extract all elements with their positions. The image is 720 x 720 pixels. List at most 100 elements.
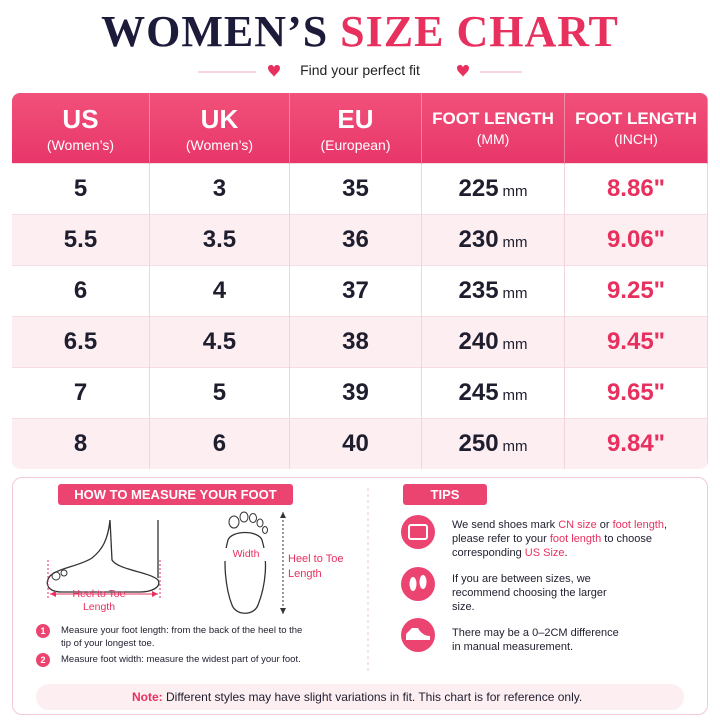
cell-value: 37 <box>342 277 369 304</box>
tip-text: foot length <box>549 533 602 545</box>
tip-text: There may be a 0–2CM difference in manua… <box>452 627 619 653</box>
column-sub: (Women’s) <box>46 136 115 153</box>
table-cell: 5 <box>149 367 290 419</box>
table-cell: 3 <box>149 163 290 215</box>
tip-text: CN size <box>558 519 597 531</box>
column-header: UK (Women’s) <box>149 93 290 164</box>
tip: We send shoes mark CN size or foot lengt… <box>452 518 687 560</box>
unit: mm <box>502 336 528 353</box>
cell-value: 8 <box>73 430 88 457</box>
measure-title: HOW TO MEASURE YOUR FOOT <box>58 484 293 505</box>
step: 1 Measure your foot length: from the back… <box>36 624 326 650</box>
note-label: Note: <box>132 690 163 704</box>
unit: mm <box>502 438 528 455</box>
table-cell: 225 mm <box>421 163 565 215</box>
note-text: Different styles may have slight variati… <box>166 690 583 704</box>
tip-text: We send shoes mark <box>452 519 559 531</box>
cell-value: 5 <box>212 379 227 406</box>
column-header: FOOT LENGTH (MM) <box>421 93 565 164</box>
column-name: FOOT LENGTH <box>432 109 554 128</box>
table-cell: 39 <box>289 367 423 419</box>
cell-value: 235 <box>458 277 499 304</box>
table-cell: 9.25" <box>564 265 708 317</box>
tip-text: to choose corresponding <box>452 533 652 559</box>
cell-value: 38 <box>342 328 369 355</box>
table-cell: 36 <box>289 214 423 266</box>
column-name: EU <box>337 103 374 134</box>
table-cell: 9.65" <box>564 367 708 419</box>
cell-value: 3.5 <box>202 226 237 253</box>
column-name: FOOT LENGTH <box>575 109 697 128</box>
table-row: 7 5 39 245 mm 9.65" <box>12 367 708 419</box>
step-number: 1 <box>36 624 50 638</box>
column-name: UK <box>200 103 239 134</box>
cell-value: 230 <box>458 226 499 253</box>
table-cell: 240 mm <box>421 316 565 368</box>
column-header: FOOT LENGTH (INCH) <box>564 93 708 164</box>
cell-value: 4.5 <box>202 328 237 355</box>
info-panel <box>12 477 708 715</box>
size-table: US (Women’s) UK (Women’s) EU (European) FOOT L… <box>12 93 708 469</box>
table-cell: 4 <box>149 265 290 317</box>
cell-value: 240 <box>458 328 499 355</box>
cell-value: 9.65" <box>606 379 666 406</box>
title: WOMEN’S SIZE CHART <box>0 6 720 57</box>
step-text: Measure your foot length: from the back … <box>61 625 303 649</box>
table-cell: 235 mm <box>421 265 565 317</box>
table-cell: 38 <box>289 316 423 368</box>
table-row: 5.5 3.5 36 230 mm 9.06" <box>12 214 708 266</box>
tip-text: or <box>596 519 613 531</box>
table-row: 6 4 37 235 mm 9.25" <box>12 265 708 317</box>
cell-value: 3 <box>212 175 227 202</box>
table-cell: 8.86" <box>564 163 708 215</box>
table-cell: 6 <box>149 418 290 469</box>
cell-value: 5 <box>73 175 88 202</box>
table-cell: 5.5 <box>12 214 150 266</box>
cell-value: 36 <box>342 226 369 253</box>
cell-value: 7 <box>73 379 88 406</box>
cell-value: 6 <box>212 430 227 457</box>
tip-text: US Size <box>524 547 565 559</box>
column-header: US (Women’s) <box>12 93 150 164</box>
table-row: 6.5 4.5 38 240 mm 9.45" <box>12 316 708 368</box>
table-cell: 40 <box>289 418 423 469</box>
cell-value: 4 <box>212 277 227 304</box>
tip-text: . <box>564 547 568 559</box>
table-cell: 7 <box>12 367 150 419</box>
tip: If you are between sizes, we recommend c… <box>452 572 622 614</box>
top-label: Heel to Toe Length <box>288 553 344 580</box>
cell-value: 245 <box>458 379 499 406</box>
cell-value: 5.5 <box>63 226 98 253</box>
table-cell: 9.84" <box>564 418 708 469</box>
cell-value: 8.86" <box>606 175 666 202</box>
cell-value: 6.5 <box>63 328 98 355</box>
cell-value: 9.84" <box>606 430 666 457</box>
cell-value: 40 <box>342 430 369 457</box>
width-label: Width <box>222 548 270 561</box>
table-cell: 5 <box>12 163 150 215</box>
note: Note: Different styles may have slight v… <box>36 684 684 710</box>
cell-value: 39 <box>342 379 369 406</box>
subtitle: Find your perfect fit <box>300 62 420 78</box>
title-dark: WOMEN’S <box>101 7 329 56</box>
tip-text: , please refer to your <box>452 519 668 545</box>
table-cell: 9.06" <box>564 214 708 266</box>
table-cell: 245 mm <box>421 367 565 419</box>
table-cell: 3.5 <box>149 214 290 266</box>
cell-value: 9.06" <box>606 226 666 253</box>
cell-value: 9.25" <box>606 277 666 304</box>
cell-value: 6 <box>73 277 88 304</box>
table-cell: 4.5 <box>149 316 290 368</box>
table-cell: 250 mm <box>421 418 565 469</box>
title-pink: SIZE CHART <box>340 7 619 56</box>
table-cell: 6 <box>12 265 150 317</box>
column-header: EU (European) <box>289 93 423 164</box>
side-label: Heel to Toe Length <box>72 588 126 613</box>
unit: mm <box>502 387 528 404</box>
column-sub: (Women’s) <box>185 136 254 153</box>
step-text: Measure foot width: measure the widest p… <box>61 654 301 665</box>
tip-text: If you are between sizes, we recommend c… <box>452 573 607 613</box>
tip-text: foot length <box>612 519 664 531</box>
table-cell: 9.45" <box>564 316 708 368</box>
